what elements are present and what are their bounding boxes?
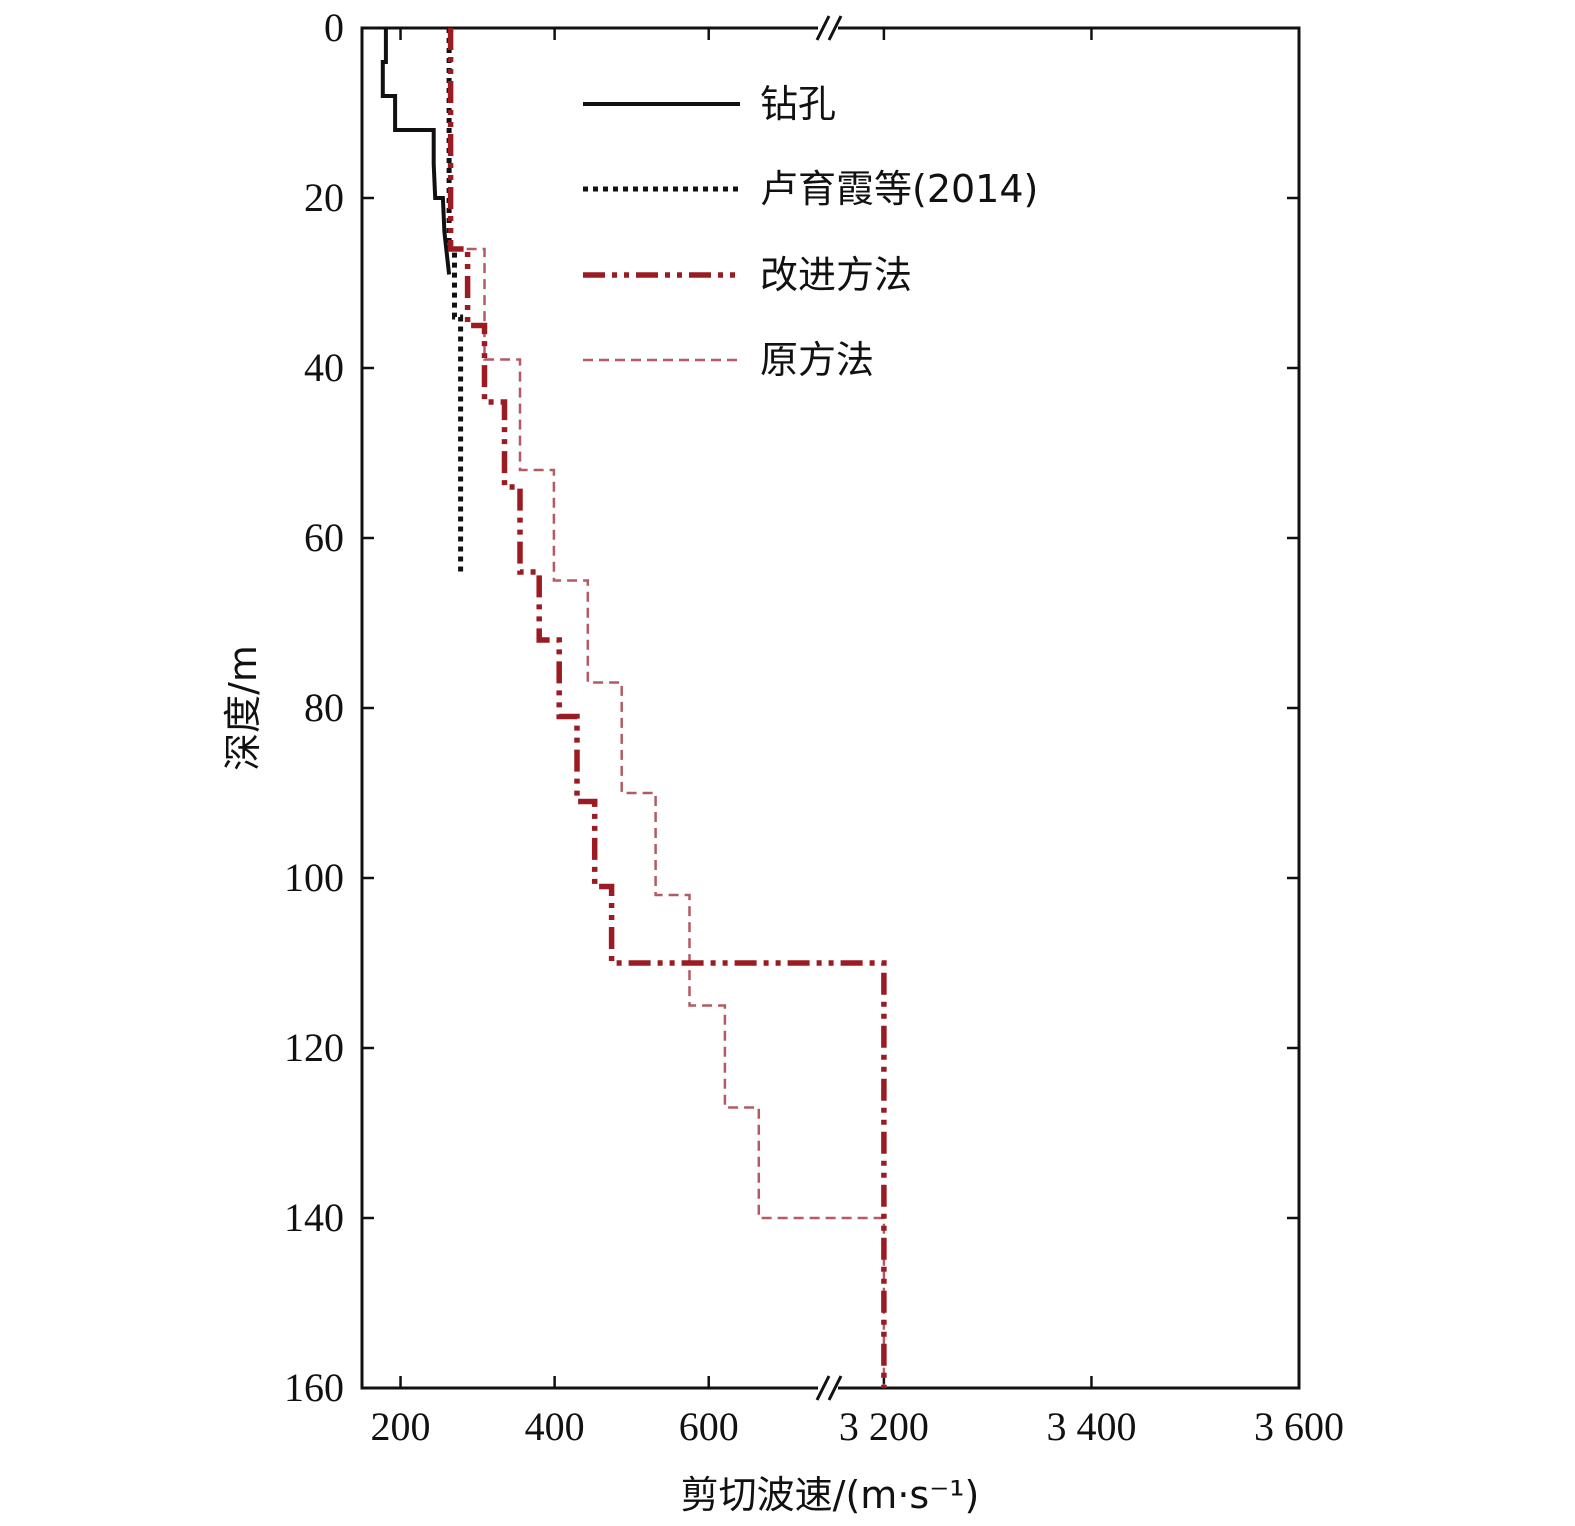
legend-label-4: 原方法	[760, 338, 874, 382]
y-tick-label: 0	[324, 5, 344, 50]
y-tick-label: 40	[304, 345, 344, 390]
break-slash	[827, 15, 843, 41]
break-slash	[827, 1375, 843, 1401]
y-tick-label: 140	[284, 1195, 344, 1240]
y-tick-label: 60	[304, 515, 344, 560]
break-slash	[815, 15, 831, 41]
y-axis-title: 深度/m	[221, 645, 265, 771]
x-tick-label: 3 600	[1254, 1404, 1344, 1449]
x-tick-label: 200	[371, 1404, 431, 1449]
y-tick-label: 100	[284, 855, 344, 900]
legend-label-3: 改进方法	[760, 253, 912, 297]
series-line-2	[446, 28, 464, 572]
x-axis-title: 剪切波速/(m·s⁻¹)	[681, 1473, 980, 1517]
y-tick-label: 20	[304, 175, 344, 220]
x-tick-label: 600	[679, 1404, 739, 1449]
legend-label-2: 卢育霞等(2014)	[760, 167, 1038, 211]
axis-break-marks	[815, 15, 843, 1401]
x-axis: 200 400 600 3 200 3 400 3 600	[371, 28, 1344, 1449]
y-tick-label: 160	[284, 1365, 344, 1410]
legend-label-1: 钻孔	[760, 82, 836, 126]
series-line-3	[447, 28, 887, 1388]
series-line-4	[450, 247, 886, 1388]
y-axis: 0 20 40 60 80 100 120 140 160	[284, 5, 1299, 1410]
break-slash	[815, 1375, 831, 1401]
plot-frame	[360, 26, 1301, 1390]
y-tick-label: 80	[304, 685, 344, 730]
series-layer	[380, 28, 887, 1388]
x-tick-label: 3 400	[1046, 1404, 1136, 1449]
x-tick-label: 3 200	[839, 1404, 929, 1449]
x-tick-label: 400	[525, 1404, 585, 1449]
series-line-1	[380, 28, 452, 275]
y-tick-label: 120	[284, 1025, 344, 1070]
